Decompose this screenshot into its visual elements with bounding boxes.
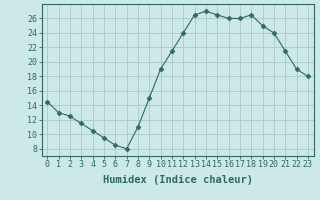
X-axis label: Humidex (Indice chaleur): Humidex (Indice chaleur) xyxy=(103,175,252,185)
